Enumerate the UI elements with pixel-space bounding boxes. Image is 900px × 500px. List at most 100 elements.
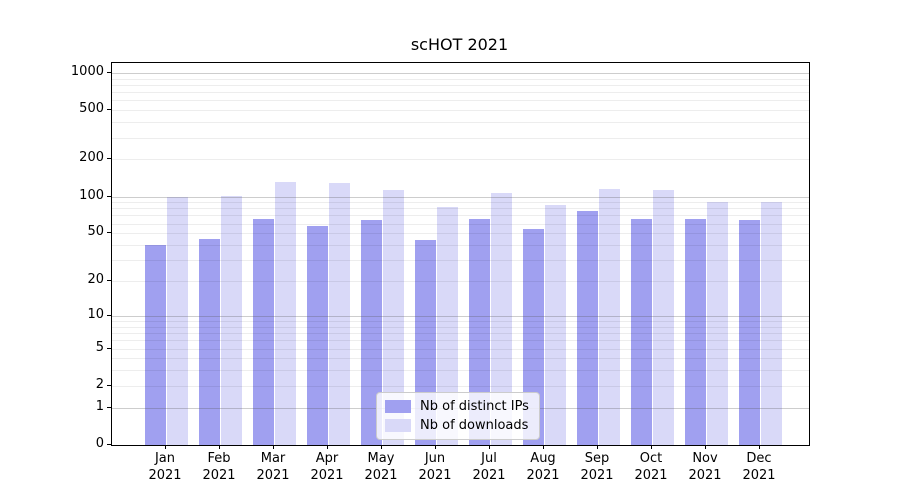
minor-gridline bbox=[112, 208, 809, 210]
y-tick-label: 10 bbox=[87, 306, 104, 322]
minor-gridline bbox=[112, 137, 809, 139]
bar-ips-mar bbox=[252, 218, 274, 445]
x-tick-label: Oct 2021 bbox=[611, 450, 691, 484]
minor-gridline bbox=[112, 370, 809, 372]
y-tick-label: 5 bbox=[95, 339, 104, 355]
y-tick-mark bbox=[107, 71, 111, 73]
x-tick-label-year: 2021 bbox=[256, 468, 290, 483]
major-gridline bbox=[112, 315, 809, 317]
x-tick-mark bbox=[651, 445, 652, 449]
legend-item-downloads: Nb of downloads bbox=[385, 418, 529, 433]
x-tick-label-year: 2021 bbox=[526, 468, 560, 483]
minor-gridline bbox=[112, 84, 809, 86]
x-tick-mark bbox=[327, 445, 328, 449]
y-tick-mark bbox=[107, 347, 111, 349]
minor-gridline bbox=[112, 245, 809, 246]
y-tick-label: 1000 bbox=[70, 63, 104, 79]
y-tick-mark bbox=[107, 280, 111, 281]
y-tick-mark bbox=[107, 158, 111, 160]
x-tick-mark bbox=[759, 445, 760, 449]
x-tick-mark bbox=[381, 445, 382, 449]
y-tick-label: 100 bbox=[79, 187, 104, 203]
y-tick-mark bbox=[107, 384, 111, 386]
y-tick-mark bbox=[107, 195, 111, 197]
x-tick-label: Jul 2021 bbox=[449, 450, 529, 484]
x-tick-mark bbox=[597, 445, 598, 449]
minor-gridline bbox=[112, 110, 809, 112]
y-tick-label: 50 bbox=[87, 224, 104, 240]
bar-downloads-nov bbox=[706, 202, 728, 445]
y-tick-mark bbox=[107, 406, 111, 408]
x-tick-label: Dec 2021 bbox=[719, 450, 799, 484]
x-tick-label-year: 2021 bbox=[688, 468, 722, 483]
chart-title: scHOT 2021 bbox=[410, 35, 509, 54]
y-tick-mark bbox=[107, 109, 111, 111]
x-tick-label: Sep 2021 bbox=[557, 450, 637, 484]
minor-gridline bbox=[112, 358, 809, 360]
minor-gridline bbox=[112, 340, 809, 342]
x-tick-label: Aug 2021 bbox=[503, 450, 583, 484]
minor-gridline bbox=[112, 281, 809, 282]
bar-downloads-dec bbox=[760, 202, 782, 445]
plot-area: Nb of distinct IPs Nb of downloads bbox=[111, 62, 810, 446]
bar-ips-may bbox=[360, 220, 382, 445]
x-tick-mark bbox=[489, 445, 490, 449]
x-tick-label-year: 2021 bbox=[364, 468, 398, 483]
legend-swatch-ips-icon bbox=[385, 400, 411, 413]
y-tick-mark bbox=[107, 444, 111, 445]
y-tick-label: 0 bbox=[95, 436, 104, 451]
minor-gridline bbox=[112, 202, 809, 204]
x-tick-label-year: 2021 bbox=[742, 468, 776, 483]
bar-downloads-oct bbox=[652, 190, 674, 445]
minor-gridline bbox=[112, 100, 809, 102]
bar-ips-dec bbox=[738, 220, 760, 445]
x-tick-label-year: 2021 bbox=[418, 468, 452, 483]
y-tick-mark bbox=[107, 232, 111, 234]
bar-ips-jul bbox=[468, 219, 490, 445]
x-tick-label: Mar 2021 bbox=[233, 450, 313, 484]
y-tick-label: 500 bbox=[79, 101, 104, 117]
x-tick-mark bbox=[219, 445, 220, 449]
minor-gridline bbox=[112, 92, 809, 94]
legend-label-downloads: Nb of downloads bbox=[420, 418, 529, 433]
legend-item-distinct-ips: Nb of distinct IPs bbox=[385, 399, 529, 414]
minor-gridline bbox=[112, 260, 809, 262]
major-gridline bbox=[112, 196, 809, 198]
bar-ips-feb bbox=[198, 238, 220, 445]
x-tick-label-year: 2021 bbox=[634, 468, 668, 483]
x-tick-label: Apr 2021 bbox=[287, 450, 367, 484]
x-tick-label: Nov 2021 bbox=[665, 450, 745, 484]
x-tick-mark bbox=[273, 445, 274, 449]
bar-downloads-mar bbox=[274, 181, 296, 445]
legend-label-distinct-ips: Nb of distinct IPs bbox=[420, 399, 529, 414]
bar-downloads-aug bbox=[544, 205, 566, 445]
minor-gridline bbox=[112, 385, 809, 387]
bar-ips-apr bbox=[306, 226, 328, 445]
minor-gridline bbox=[112, 348, 809, 350]
y-tick-label: 20 bbox=[87, 272, 104, 287]
x-tick-mark bbox=[435, 445, 436, 449]
y-tick-mark bbox=[107, 314, 111, 316]
bar-downloads-jul bbox=[490, 193, 512, 445]
x-tick-label-year: 2021 bbox=[148, 468, 182, 483]
minor-gridline bbox=[112, 233, 809, 235]
x-tick-label: Jun 2021 bbox=[395, 450, 475, 484]
minor-gridline bbox=[112, 326, 809, 328]
minor-gridline bbox=[112, 321, 809, 322]
minor-gridline bbox=[112, 333, 809, 334]
bar-ips-aug bbox=[522, 229, 544, 445]
x-tick-label-year: 2021 bbox=[202, 468, 236, 483]
bar-downloads-may bbox=[382, 189, 404, 445]
y-tick-label: 200 bbox=[79, 150, 104, 166]
x-tick-mark bbox=[543, 445, 544, 449]
minor-gridline bbox=[112, 223, 809, 225]
bar-ips-sep bbox=[576, 211, 598, 445]
bar-ips-oct bbox=[630, 218, 652, 445]
minor-gridline bbox=[112, 159, 809, 161]
x-tick-label-year: 2021 bbox=[310, 468, 344, 483]
x-tick-label: May 2021 bbox=[341, 450, 421, 484]
minor-gridline bbox=[112, 78, 809, 80]
major-gridline bbox=[112, 72, 809, 74]
x-tick-mark bbox=[165, 445, 166, 449]
bar-downloads-jun bbox=[436, 207, 458, 445]
